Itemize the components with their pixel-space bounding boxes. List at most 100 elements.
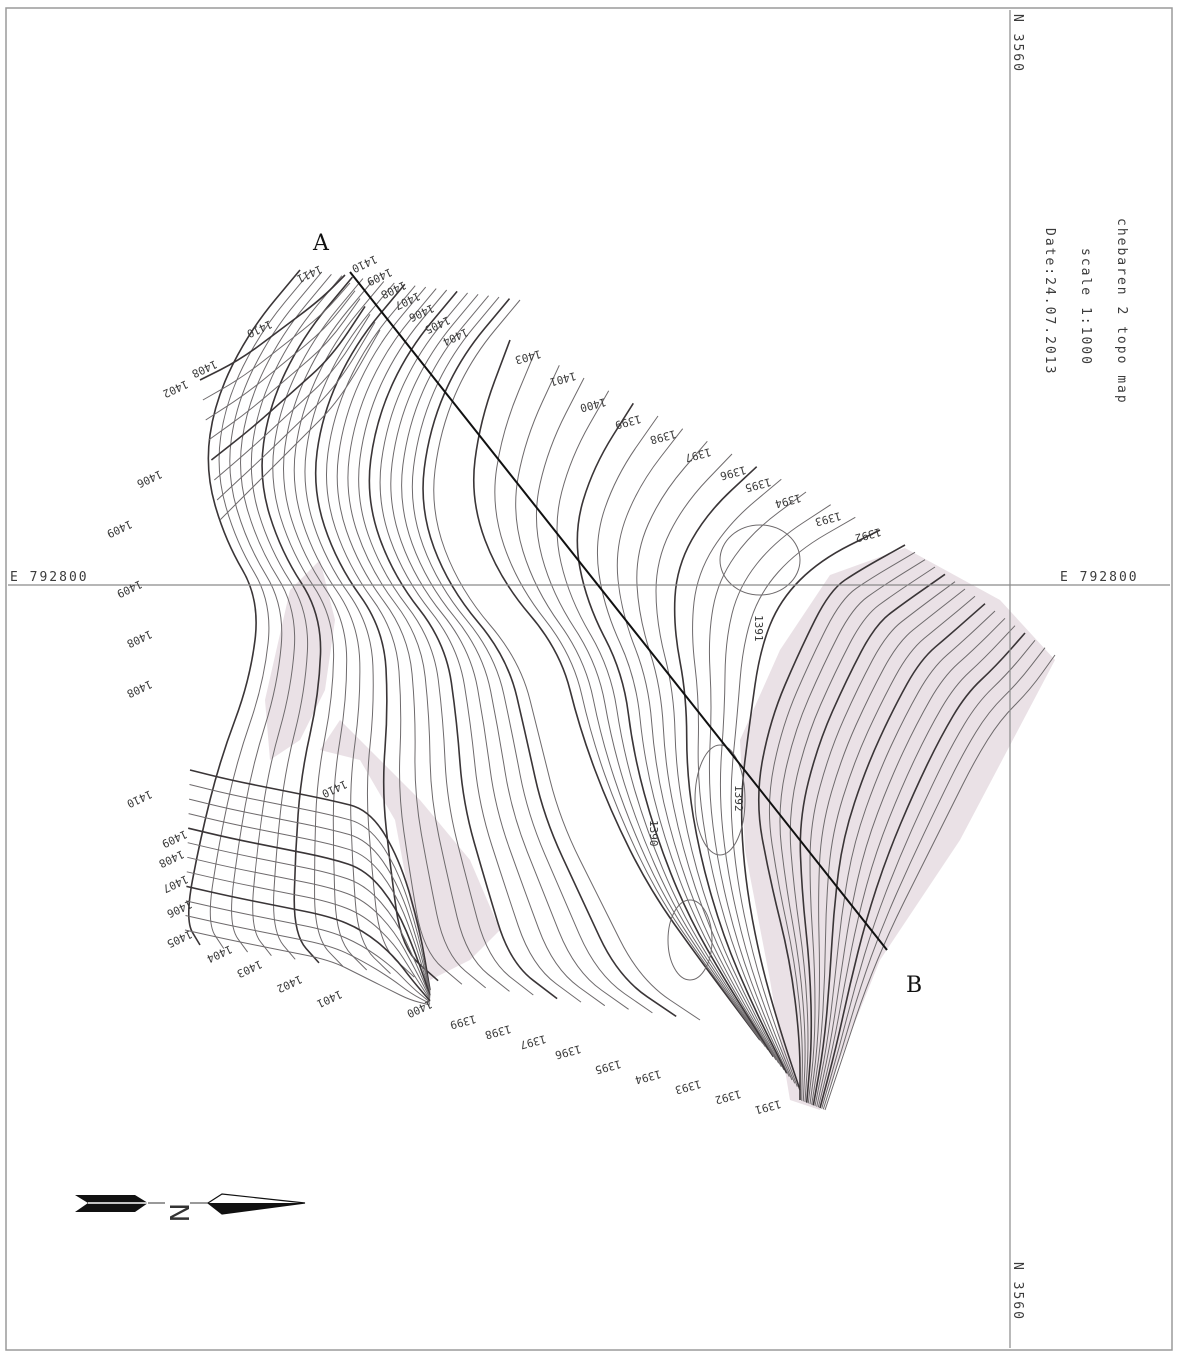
- contour-west-1: [209, 271, 311, 949]
- contour-center-8: [636, 440, 782, 1067]
- label-right-1: 1401: [549, 369, 578, 388]
- label-bottom-1: 1398: [484, 1022, 513, 1041]
- label-top-9: 1408: [190, 357, 220, 380]
- label-bottomleft-0: 1409: [160, 827, 190, 850]
- label-left-4: 1408: [125, 677, 155, 700]
- map-date: Date:24.07.2013: [1042, 228, 1057, 375]
- contour-center-3: [535, 377, 769, 1051]
- contour-northwest-0: [199, 274, 346, 381]
- contour-east-11: [817, 625, 1016, 1108]
- contour-west-2: [229, 272, 322, 953]
- label-inner-1: 1392: [732, 785, 745, 812]
- contour-west-9: [304, 282, 415, 978]
- contour-center-10: [673, 466, 788, 1074]
- label-left-2: 1409: [115, 577, 145, 600]
- contour-east-9: [814, 610, 996, 1107]
- contour-center-6: [596, 415, 777, 1061]
- contour-northwest-3: [208, 298, 361, 441]
- label-right-0: 1403: [514, 347, 543, 366]
- contour-center-14: [730, 516, 856, 1087]
- contour-center-1: [494, 352, 764, 1044]
- label-bottom-4: 1395: [594, 1057, 623, 1076]
- contour-southwest-8: [186, 885, 431, 1002]
- label-bottom-8: 1391: [754, 1097, 783, 1116]
- label-right-7: 1395: [744, 475, 773, 494]
- contour-east-14: [822, 647, 1046, 1110]
- label-left-5: 1410: [125, 787, 155, 810]
- contour-east-10: [816, 617, 1006, 1107]
- contour-southwest-7: [186, 871, 431, 1000]
- section-point-a: A: [312, 231, 330, 256]
- label-bottom-7: 1392: [714, 1087, 743, 1106]
- contour-center-0: [472, 339, 761, 1041]
- contour-closed-1: [694, 744, 746, 856]
- contour-west-20: [422, 298, 677, 1018]
- contour-center-12: [708, 491, 807, 1081]
- contour-east-5: [807, 581, 956, 1104]
- contour-west-11: [326, 285, 463, 985]
- contour-west-17: [390, 293, 606, 1007]
- label-right-8: 1394: [773, 491, 802, 511]
- contour-northwest-2: [205, 290, 356, 421]
- label-right-2: 1400: [579, 395, 608, 414]
- contour-northwest-6: [216, 321, 376, 501]
- label-bottomleft-6: 1403: [235, 957, 265, 980]
- contour-southwest-11: [184, 929, 431, 1006]
- northing-label-top: N 3560: [1010, 14, 1025, 73]
- label-left-0: 1406: [135, 467, 165, 490]
- label-left-3: 1408: [125, 627, 155, 650]
- northing-label-bottom: N 3560: [1010, 1262, 1025, 1321]
- easting-label-right: E 792800: [1060, 570, 1139, 585]
- label-bottomleft-8: 1401: [315, 987, 345, 1010]
- contour-center-15: [740, 529, 881, 1091]
- label-bottomleft-9: 1400: [405, 997, 435, 1020]
- contour-west-14: [358, 289, 534, 996]
- contour-center-7: [616, 428, 780, 1064]
- contour-west-15: [368, 290, 558, 1000]
- contour-center-11: [692, 478, 790, 1077]
- title-block: chebaren 2 topo map scale 1:1000 Date:24…: [1042, 218, 1129, 405]
- contour-east-4: [799, 573, 946, 1103]
- slope-shading: [265, 548, 1055, 1110]
- contour-east-8: [812, 603, 986, 1106]
- contour-northwest-7: [219, 329, 381, 521]
- label-right-5: 1397: [684, 445, 713, 464]
- contour-west-3: [240, 273, 332, 957]
- section-line-ab: [349, 271, 888, 951]
- label-top-10: 1402: [161, 377, 191, 400]
- contour-east-12: [819, 632, 1026, 1109]
- label-bottom-5: 1394: [633, 1067, 662, 1087]
- label-inner-0: 1391: [752, 615, 765, 642]
- north-arrow-icon: N: [75, 1193, 306, 1222]
- label-right-3: 1399: [614, 412, 643, 431]
- contour-west-18: [401, 295, 629, 1010]
- contour-northwest-1: [202, 282, 351, 401]
- contour-east-1: [768, 551, 916, 1101]
- contour-southwest-4: [188, 827, 431, 996]
- contour-center-4: [556, 390, 772, 1054]
- contour-west-16: [379, 292, 582, 1003]
- label-bottom-3: 1396: [554, 1042, 583, 1061]
- map-title: chebaren 2 topo map: [1114, 218, 1129, 405]
- map-scale: scale 1:1000: [1078, 248, 1093, 366]
- label-inner-2: 1390: [647, 820, 660, 847]
- contour-center-2: [515, 365, 766, 1047]
- contour-west-5: [261, 276, 354, 964]
- contour-southwest-6: [187, 856, 431, 999]
- label-bottomleft-2: 1407: [161, 872, 191, 895]
- contour-east-6: [809, 588, 966, 1105]
- contour-closed-2: [667, 899, 713, 981]
- label-bottom-2: 1397: [519, 1032, 548, 1051]
- contour-east-13: [821, 639, 1036, 1109]
- contour-southwest-2: [188, 798, 431, 993]
- contour-east-2: [779, 559, 926, 1102]
- contour-west-12: [336, 286, 487, 989]
- contour-closed-0: [719, 524, 801, 596]
- contour-southwest-10: [185, 915, 431, 1005]
- label-right-9: 1393: [814, 509, 843, 528]
- contour-center-5: [576, 402, 774, 1058]
- label-bottom-0: 1399: [449, 1012, 478, 1031]
- label-bottomleft-4: 1405: [165, 927, 195, 950]
- label-bottomleft-5: 1404: [204, 942, 234, 965]
